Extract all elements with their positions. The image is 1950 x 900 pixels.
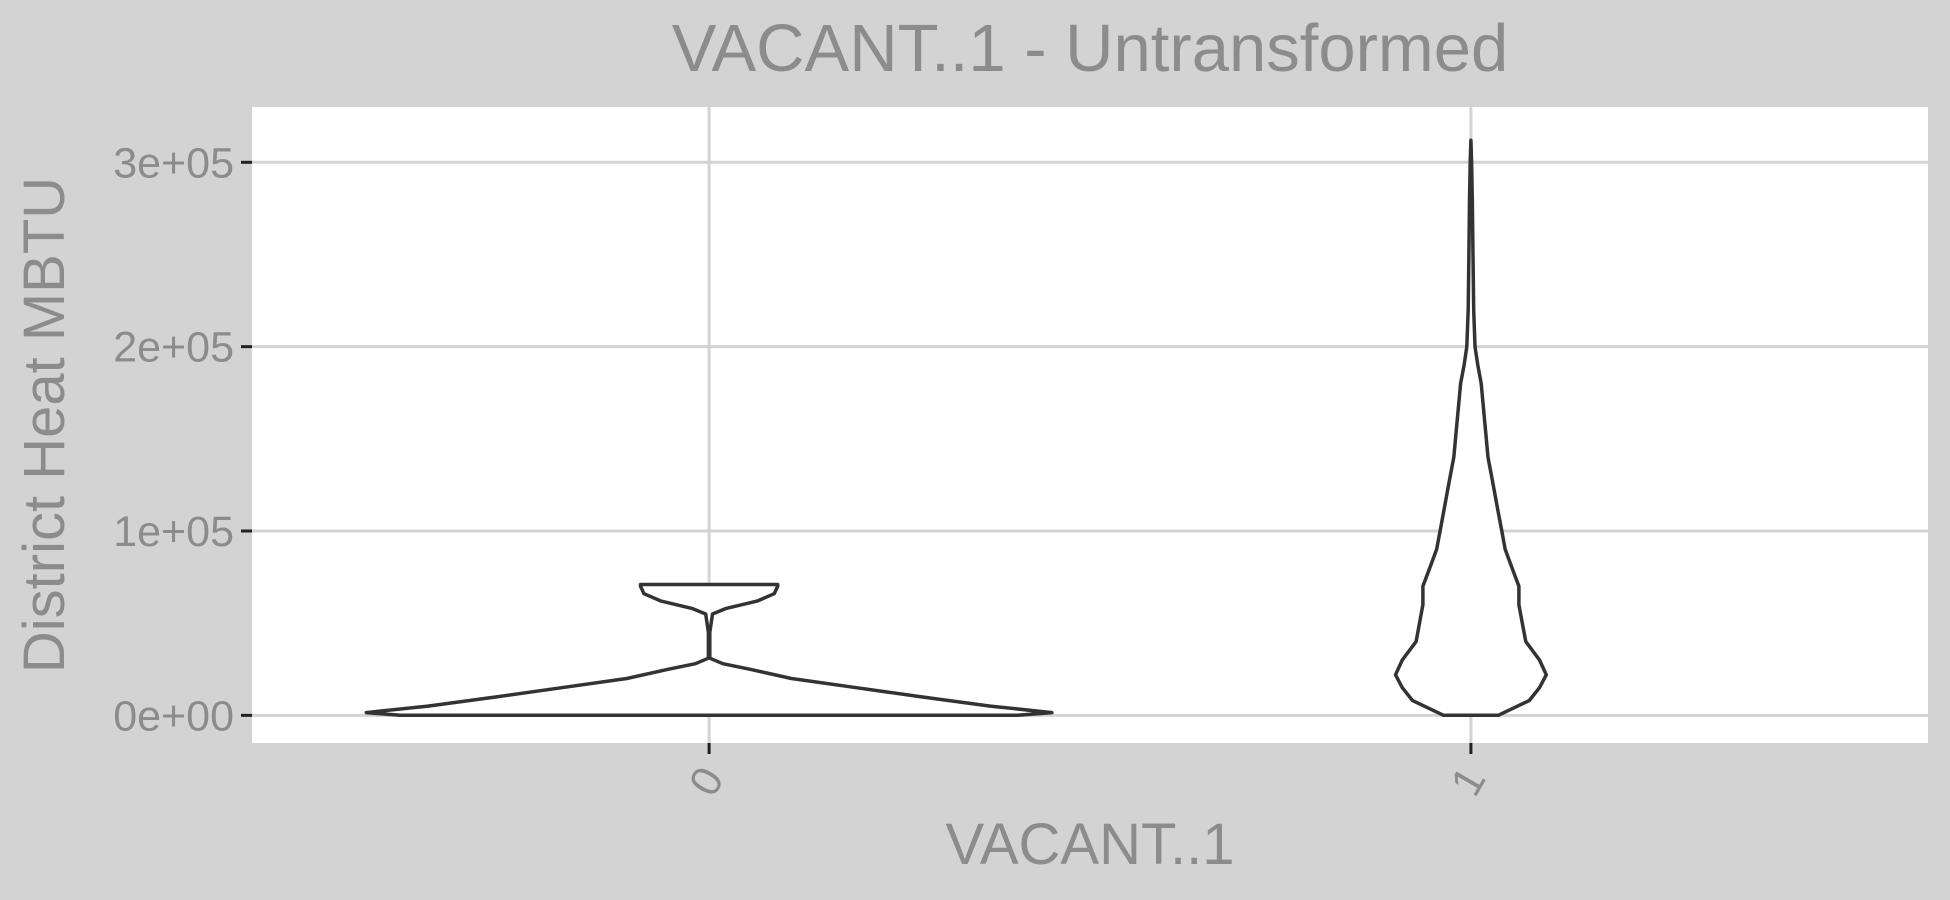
y-tick-label: 3e+05	[113, 139, 234, 187]
x-axis-title: VACANT..1	[945, 812, 1234, 877]
violins	[364, 138, 1549, 718]
plot-panel	[252, 107, 1928, 743]
chart-title: VACANT..1 - Untransformed	[672, 11, 1509, 86]
violin-1	[1393, 138, 1549, 718]
y-tick-label: 1e+05	[113, 508, 234, 556]
y-tick-label: 0e+00	[113, 692, 234, 740]
y-axis-title: District Heat MBTU	[12, 177, 77, 673]
violin-0	[364, 582, 1054, 718]
y-tick-label: 2e+05	[113, 324, 234, 372]
